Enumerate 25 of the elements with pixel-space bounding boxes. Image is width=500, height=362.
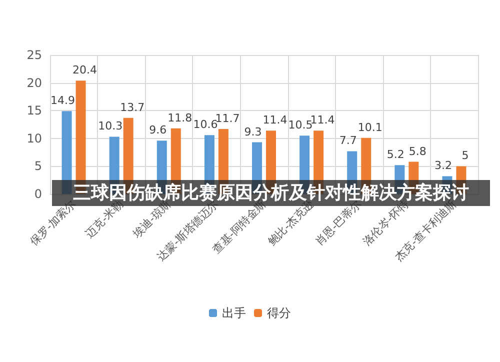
y-tick-label: 10 (26, 131, 42, 146)
data-label: 9.6 (149, 124, 167, 137)
data-label: 10.5 (288, 118, 313, 132)
legend-label: 得分 (267, 306, 291, 320)
y-tick-label: 0 (34, 187, 42, 201)
y-tick-label: 5 (34, 159, 42, 174)
text: 三球因伤缺席比赛原因分析及针对性解决方案探讨 (73, 182, 469, 204)
data-label: 5.8 (408, 144, 426, 158)
legend-label: 出手 (222, 306, 246, 320)
y-tick-label: 25 (26, 48, 42, 62)
y-tick-label: 15 (26, 104, 42, 118)
data-label: 10.1 (358, 120, 382, 134)
y-tick-label: 20 (26, 76, 42, 90)
data-label: 9.3 (244, 125, 262, 138)
data-label: 5 (462, 149, 469, 162)
data-label: 14.9 (50, 94, 76, 108)
data-label: 20.4 (72, 64, 98, 77)
data-label: 3.2 (434, 159, 452, 172)
data-label: 5.2 (386, 148, 404, 162)
data-label: 13.7 (120, 100, 145, 114)
data-label: 10.3 (98, 120, 123, 133)
data-label: 11.8 (168, 111, 192, 124)
data-label: 7.7 (339, 134, 357, 148)
data-label: 10.6 (193, 118, 218, 132)
data-label: 11.4 (262, 114, 288, 127)
